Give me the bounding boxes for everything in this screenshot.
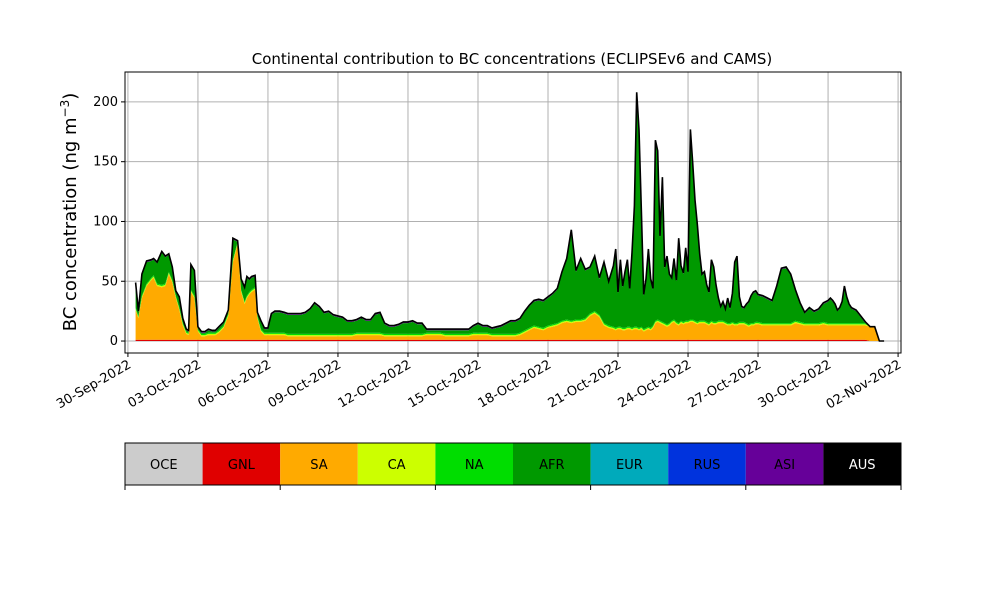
legend-swatch-aus [823, 443, 901, 485]
x-tick-label: 21-Oct-2022 [546, 357, 624, 411]
legend-swatch-sa [280, 443, 358, 485]
legend-swatch-afr [513, 443, 591, 485]
legend-swatch-ca [357, 443, 436, 485]
area-sa [135, 244, 885, 341]
legend-swatch-asi [745, 443, 824, 485]
y-tick-label: 100 [93, 214, 118, 229]
y-ticks: 0 50 100 150 200 [93, 95, 125, 349]
y-axis-label-sup: −3 [58, 100, 72, 118]
legend-swatch-na [435, 443, 513, 485]
x-tick-label: 12-Oct-2022 [336, 357, 414, 411]
x-tick-label: 30-Oct-2022 [756, 357, 834, 411]
legend-label: EUR [616, 458, 643, 473]
legend-label: OCE [150, 458, 178, 473]
y-tick-label: 50 [101, 274, 118, 289]
stacked-areas [135, 92, 885, 341]
total-line [134, 92, 885, 342]
x-tick-label: 03-Oct-2022 [126, 357, 204, 411]
y-axis-label: BC concentration (ng m−3) [58, 93, 81, 332]
x-tick-label: 15-Oct-2022 [406, 357, 484, 411]
y-axis-label-text: BC concentration (ng m [60, 117, 81, 331]
total-outline [134, 92, 885, 342]
x-tick-label: 02-Nov-2022 [824, 357, 904, 412]
legend-swatch-rus [668, 443, 746, 485]
legend-label: AUS [849, 458, 876, 473]
plot-frame [124, 71, 902, 354]
legend-label: NA [465, 458, 484, 473]
legend-swatch-eur [590, 443, 669, 485]
legend-frame [124, 442, 902, 486]
x-ticks: 30-Sep-202203-Oct-202206-Oct-202209-Oct-… [54, 353, 904, 412]
area-afr [135, 93, 885, 341]
y-tick-label: 150 [93, 155, 118, 170]
legend-swatch-gnl [202, 443, 281, 485]
legend-colorbar: OCE GNL SA CA NA AFR EUR RUS ASI AUS [124, 442, 902, 490]
y-axis-label-close: ) [60, 93, 81, 100]
x-tick-label: 18-Oct-2022 [476, 357, 554, 411]
legend-label: SA [310, 458, 327, 473]
chart-title: Continental contribution to BC concentra… [252, 50, 773, 68]
legend-label: GNL [228, 458, 256, 473]
legend-label: RUS [694, 458, 721, 473]
y-tick-label: 0 [110, 334, 118, 349]
x-tick-label: 24-Oct-2022 [616, 357, 694, 411]
legend-swatch-oce [125, 443, 203, 485]
area-gnl [135, 339, 885, 341]
x-tick-label: 27-Oct-2022 [686, 357, 764, 411]
legend-label: AFR [539, 458, 564, 473]
legend-label: ASI [774, 458, 795, 473]
legend-label: CA [388, 458, 406, 473]
x-tick-label: 30-Sep-2022 [54, 357, 134, 412]
x-tick-label: 06-Oct-2022 [196, 357, 274, 411]
y-tick-label: 200 [93, 95, 118, 110]
x-tick-label: 09-Oct-2022 [266, 357, 344, 411]
